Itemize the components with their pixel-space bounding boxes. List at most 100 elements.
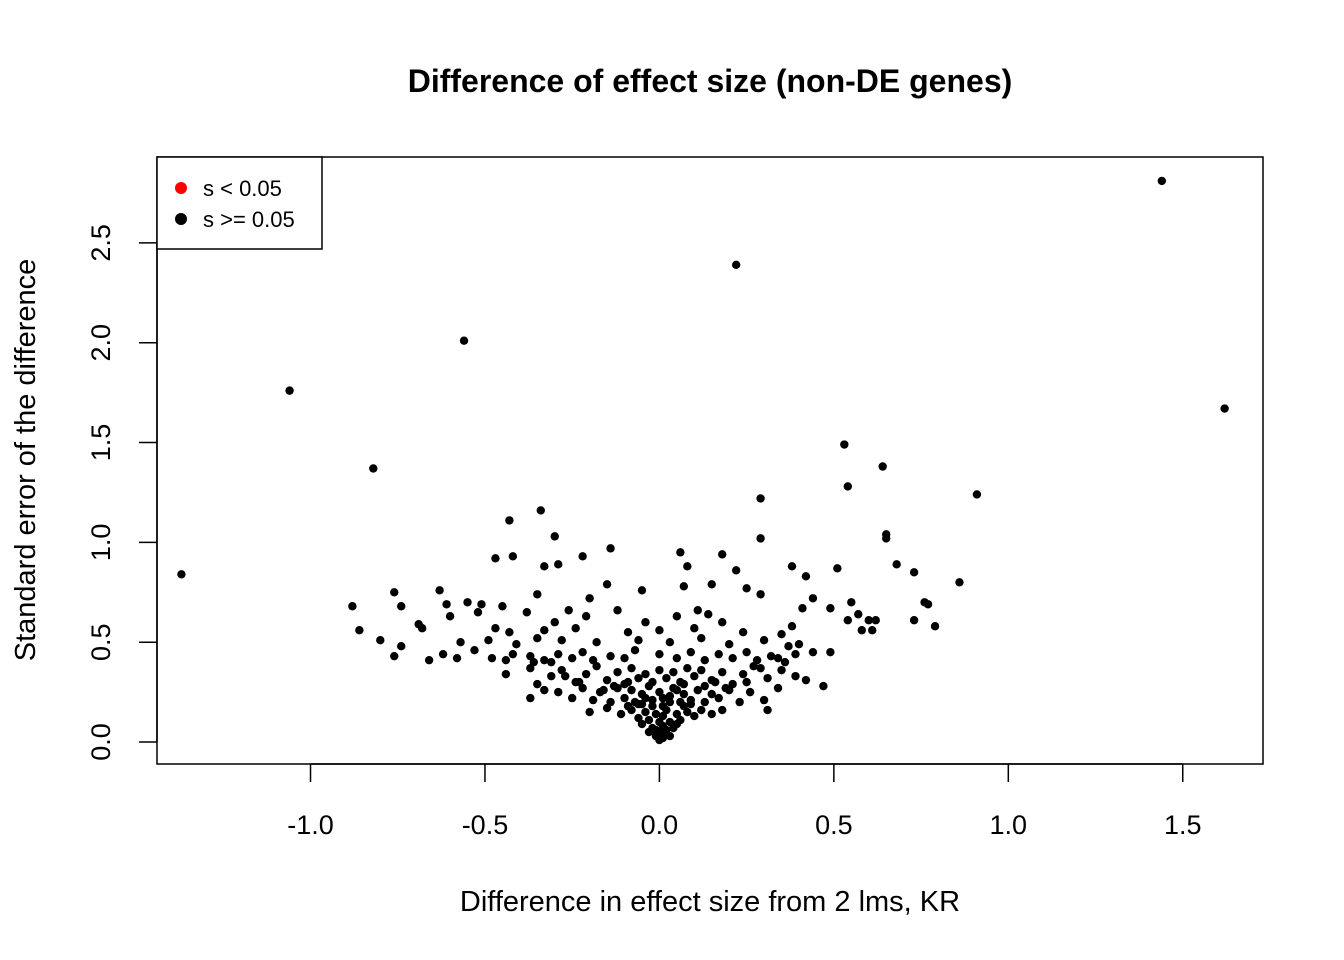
data-point — [585, 707, 594, 717]
data-point — [665, 731, 675, 741]
data-point — [801, 572, 811, 581]
data-point — [581, 669, 591, 679]
data-point — [780, 657, 790, 667]
data-point — [641, 693, 650, 703]
data-point — [424, 655, 434, 665]
data-point — [637, 586, 647, 595]
data-point — [972, 490, 982, 499]
data-point — [602, 703, 612, 713]
data-point — [557, 636, 566, 645]
data-point — [655, 626, 664, 635]
y-tick-label: 1.0 — [86, 524, 116, 562]
data-point — [854, 610, 863, 619]
data-point — [641, 618, 650, 627]
data-point — [620, 653, 629, 663]
data-point — [909, 616, 919, 625]
data-point — [620, 693, 629, 703]
data-point — [672, 685, 682, 695]
data-point — [738, 628, 748, 637]
data-point — [791, 671, 800, 681]
data-point — [456, 638, 465, 647]
data-point — [505, 516, 514, 525]
data-point — [630, 697, 640, 707]
data-point — [550, 532, 559, 541]
data-point — [533, 634, 542, 643]
data-point — [630, 645, 640, 655]
data-point — [742, 647, 751, 657]
data-point — [777, 630, 786, 639]
data-point — [550, 618, 559, 627]
data-point — [777, 665, 786, 675]
data-point — [648, 701, 657, 711]
data-point — [540, 626, 549, 635]
data-point — [501, 655, 511, 665]
data-point — [536, 506, 545, 515]
legend-box — [156, 156, 323, 250]
x-tick-label: 0.5 — [815, 810, 853, 840]
data-point — [445, 612, 455, 621]
data-point — [567, 693, 577, 703]
data-point — [759, 636, 769, 645]
data-point — [533, 679, 542, 689]
data-point — [648, 695, 657, 705]
data-point — [452, 653, 462, 663]
data-point — [690, 624, 699, 633]
data-points — [177, 176, 1229, 745]
data-point — [679, 679, 689, 689]
y-tick-label: 2.5 — [86, 224, 116, 262]
data-point — [787, 622, 797, 631]
data-point — [857, 626, 866, 635]
data-point — [658, 693, 668, 703]
data-point — [718, 618, 727, 627]
data-point — [864, 616, 873, 625]
data-point — [463, 598, 472, 607]
data-point — [707, 580, 716, 589]
data-point — [564, 606, 573, 615]
data-point — [571, 624, 580, 633]
data-point — [784, 641, 793, 651]
data-point — [794, 639, 804, 649]
data-point — [756, 534, 765, 543]
data-point — [177, 570, 186, 579]
data-point — [693, 606, 702, 615]
data-point — [704, 610, 713, 619]
data-point — [634, 636, 643, 645]
data-point — [728, 653, 737, 663]
data-point — [801, 675, 811, 685]
data-point — [833, 564, 842, 573]
data-point — [627, 685, 636, 695]
data-point — [679, 701, 689, 711]
data-point — [442, 600, 451, 609]
data-point — [547, 671, 556, 681]
data-point — [435, 586, 444, 595]
x-tick-label: -0.5 — [462, 810, 509, 840]
data-point — [397, 641, 406, 651]
data-point — [731, 566, 741, 575]
data-point — [679, 689, 689, 699]
data-point — [731, 260, 741, 270]
data-point — [627, 663, 636, 673]
data-point — [766, 651, 776, 661]
data-point — [826, 604, 835, 613]
data-point — [690, 711, 699, 721]
data-point — [826, 647, 835, 657]
data-point — [923, 600, 933, 609]
data-point — [616, 709, 626, 719]
data-point — [711, 677, 720, 687]
legend-label-s-lt: s < 0.05 — [203, 176, 282, 201]
data-point — [498, 602, 507, 611]
data-point — [847, 598, 856, 607]
data-point — [578, 647, 587, 657]
data-point — [690, 671, 699, 681]
data-point — [623, 677, 633, 687]
data-point — [644, 715, 654, 725]
data-point — [655, 649, 664, 659]
data-point — [285, 386, 294, 395]
data-point — [798, 604, 807, 613]
data-point — [735, 697, 744, 707]
data-point — [759, 695, 769, 705]
data-point — [567, 653, 577, 663]
x-tick-label: 1.0 — [990, 810, 1028, 840]
data-point — [634, 673, 643, 683]
data-point — [1220, 404, 1229, 413]
